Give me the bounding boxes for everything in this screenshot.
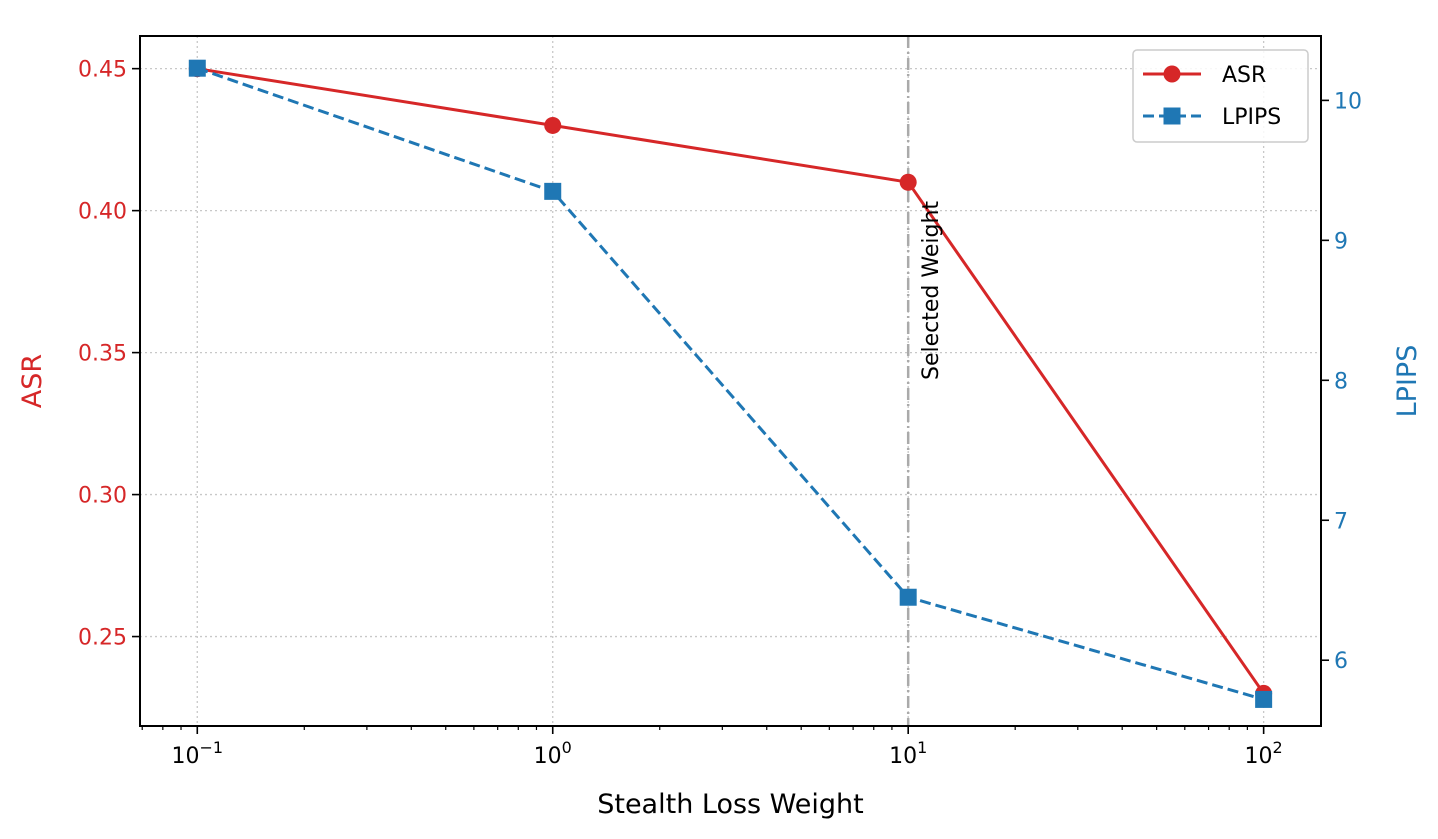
y-right-tick-label: 10	[1334, 89, 1362, 114]
y-left-tick-label: 0.45	[78, 58, 127, 83]
y-right-tick-label: 8	[1334, 369, 1348, 394]
legend-marker-asr	[1163, 65, 1181, 83]
series-layer	[188, 59, 1273, 708]
data-point-lpips	[188, 59, 206, 77]
y-right-tick-label: 6	[1334, 649, 1348, 674]
y-right-tick-label: 9	[1334, 229, 1348, 254]
y-left-tick-label: 0.30	[78, 484, 127, 509]
y-left-tick-label: 0.25	[78, 626, 127, 651]
data-point-lpips	[899, 588, 917, 606]
y-axis-right-ticks: 6 7 8 9 10	[1321, 89, 1362, 674]
legend-marker-lpips	[1163, 107, 1181, 125]
y-axis-right-label: LPIPS	[1392, 345, 1423, 418]
x-tick-label: 101	[889, 738, 927, 769]
x-tick-label: 10−1	[171, 738, 223, 769]
y-left-tick-label: 0.40	[78, 200, 127, 225]
data-point-lpips	[544, 182, 562, 200]
x-axis-label: Stealth Loss Weight	[597, 789, 864, 820]
y-axis-left-ticks: 0.25 0.30 0.35 0.40 0.45	[78, 58, 140, 651]
x-tick-label: 102	[1245, 738, 1283, 769]
series-line-lpips	[196, 66, 1265, 701]
y-axis-left-label: ASR	[17, 354, 48, 408]
selected-weight-annotation: Selected Weight	[919, 201, 944, 380]
x-axis-ticks: 10−1 100 101 102	[141, 726, 1283, 769]
legend: ASR LPIPS	[1132, 49, 1309, 143]
y-left-tick-label: 0.35	[78, 342, 127, 367]
legend-label-lpips: LPIPS	[1222, 105, 1281, 130]
series-line-asr	[197, 67, 1265, 695]
x-tick-label: 100	[534, 738, 572, 769]
legend-label-asr: ASR	[1222, 63, 1266, 88]
y-right-tick-label: 7	[1334, 509, 1348, 534]
data-point-asr	[899, 173, 917, 191]
data-point-asr	[544, 116, 562, 134]
legend-box	[1132, 49, 1309, 143]
data-point-lpips	[1255, 690, 1273, 708]
